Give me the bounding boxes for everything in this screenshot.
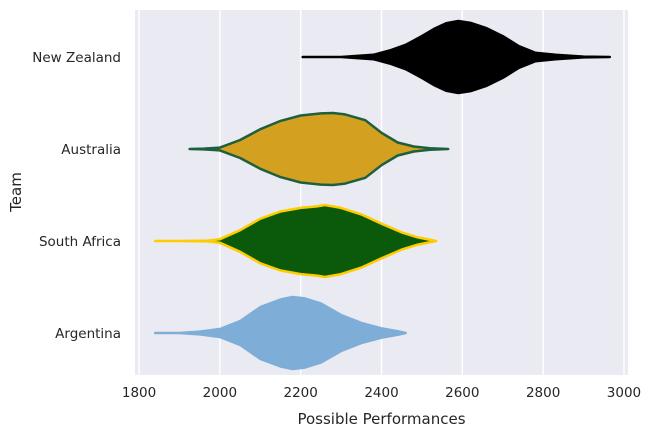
x-tick-label: 1800 (122, 385, 156, 401)
x-tick-label: 3000 (607, 385, 641, 401)
y-tick-label: Australia (61, 142, 121, 158)
x-axis-title: Possible Performances (297, 410, 465, 428)
x-tick-label: 2800 (526, 385, 560, 401)
y-axis-ticks: New Zealand Australia South Africa Argentin… (32, 50, 121, 342)
x-tick-label: 2600 (445, 385, 479, 401)
x-tick-label: 2200 (284, 385, 318, 401)
x-tick-label: 2000 (203, 385, 237, 401)
x-tick-label: 2400 (364, 385, 398, 401)
violin-south-africa (153, 203, 438, 279)
violin-argentina (153, 295, 407, 371)
violins (153, 19, 612, 371)
y-tick-label: South Africa (39, 234, 121, 250)
violin-australia (188, 111, 450, 187)
y-tick-label: New Zealand (32, 50, 121, 66)
x-axis-ticks: 1800 2000 2200 2400 2600 2800 3000 (122, 385, 641, 401)
y-tick-label: Argentina (55, 326, 121, 342)
y-axis-title: Team (7, 172, 25, 213)
grid-lines (138, 10, 625, 375)
violin-new-zealand (301, 19, 612, 95)
